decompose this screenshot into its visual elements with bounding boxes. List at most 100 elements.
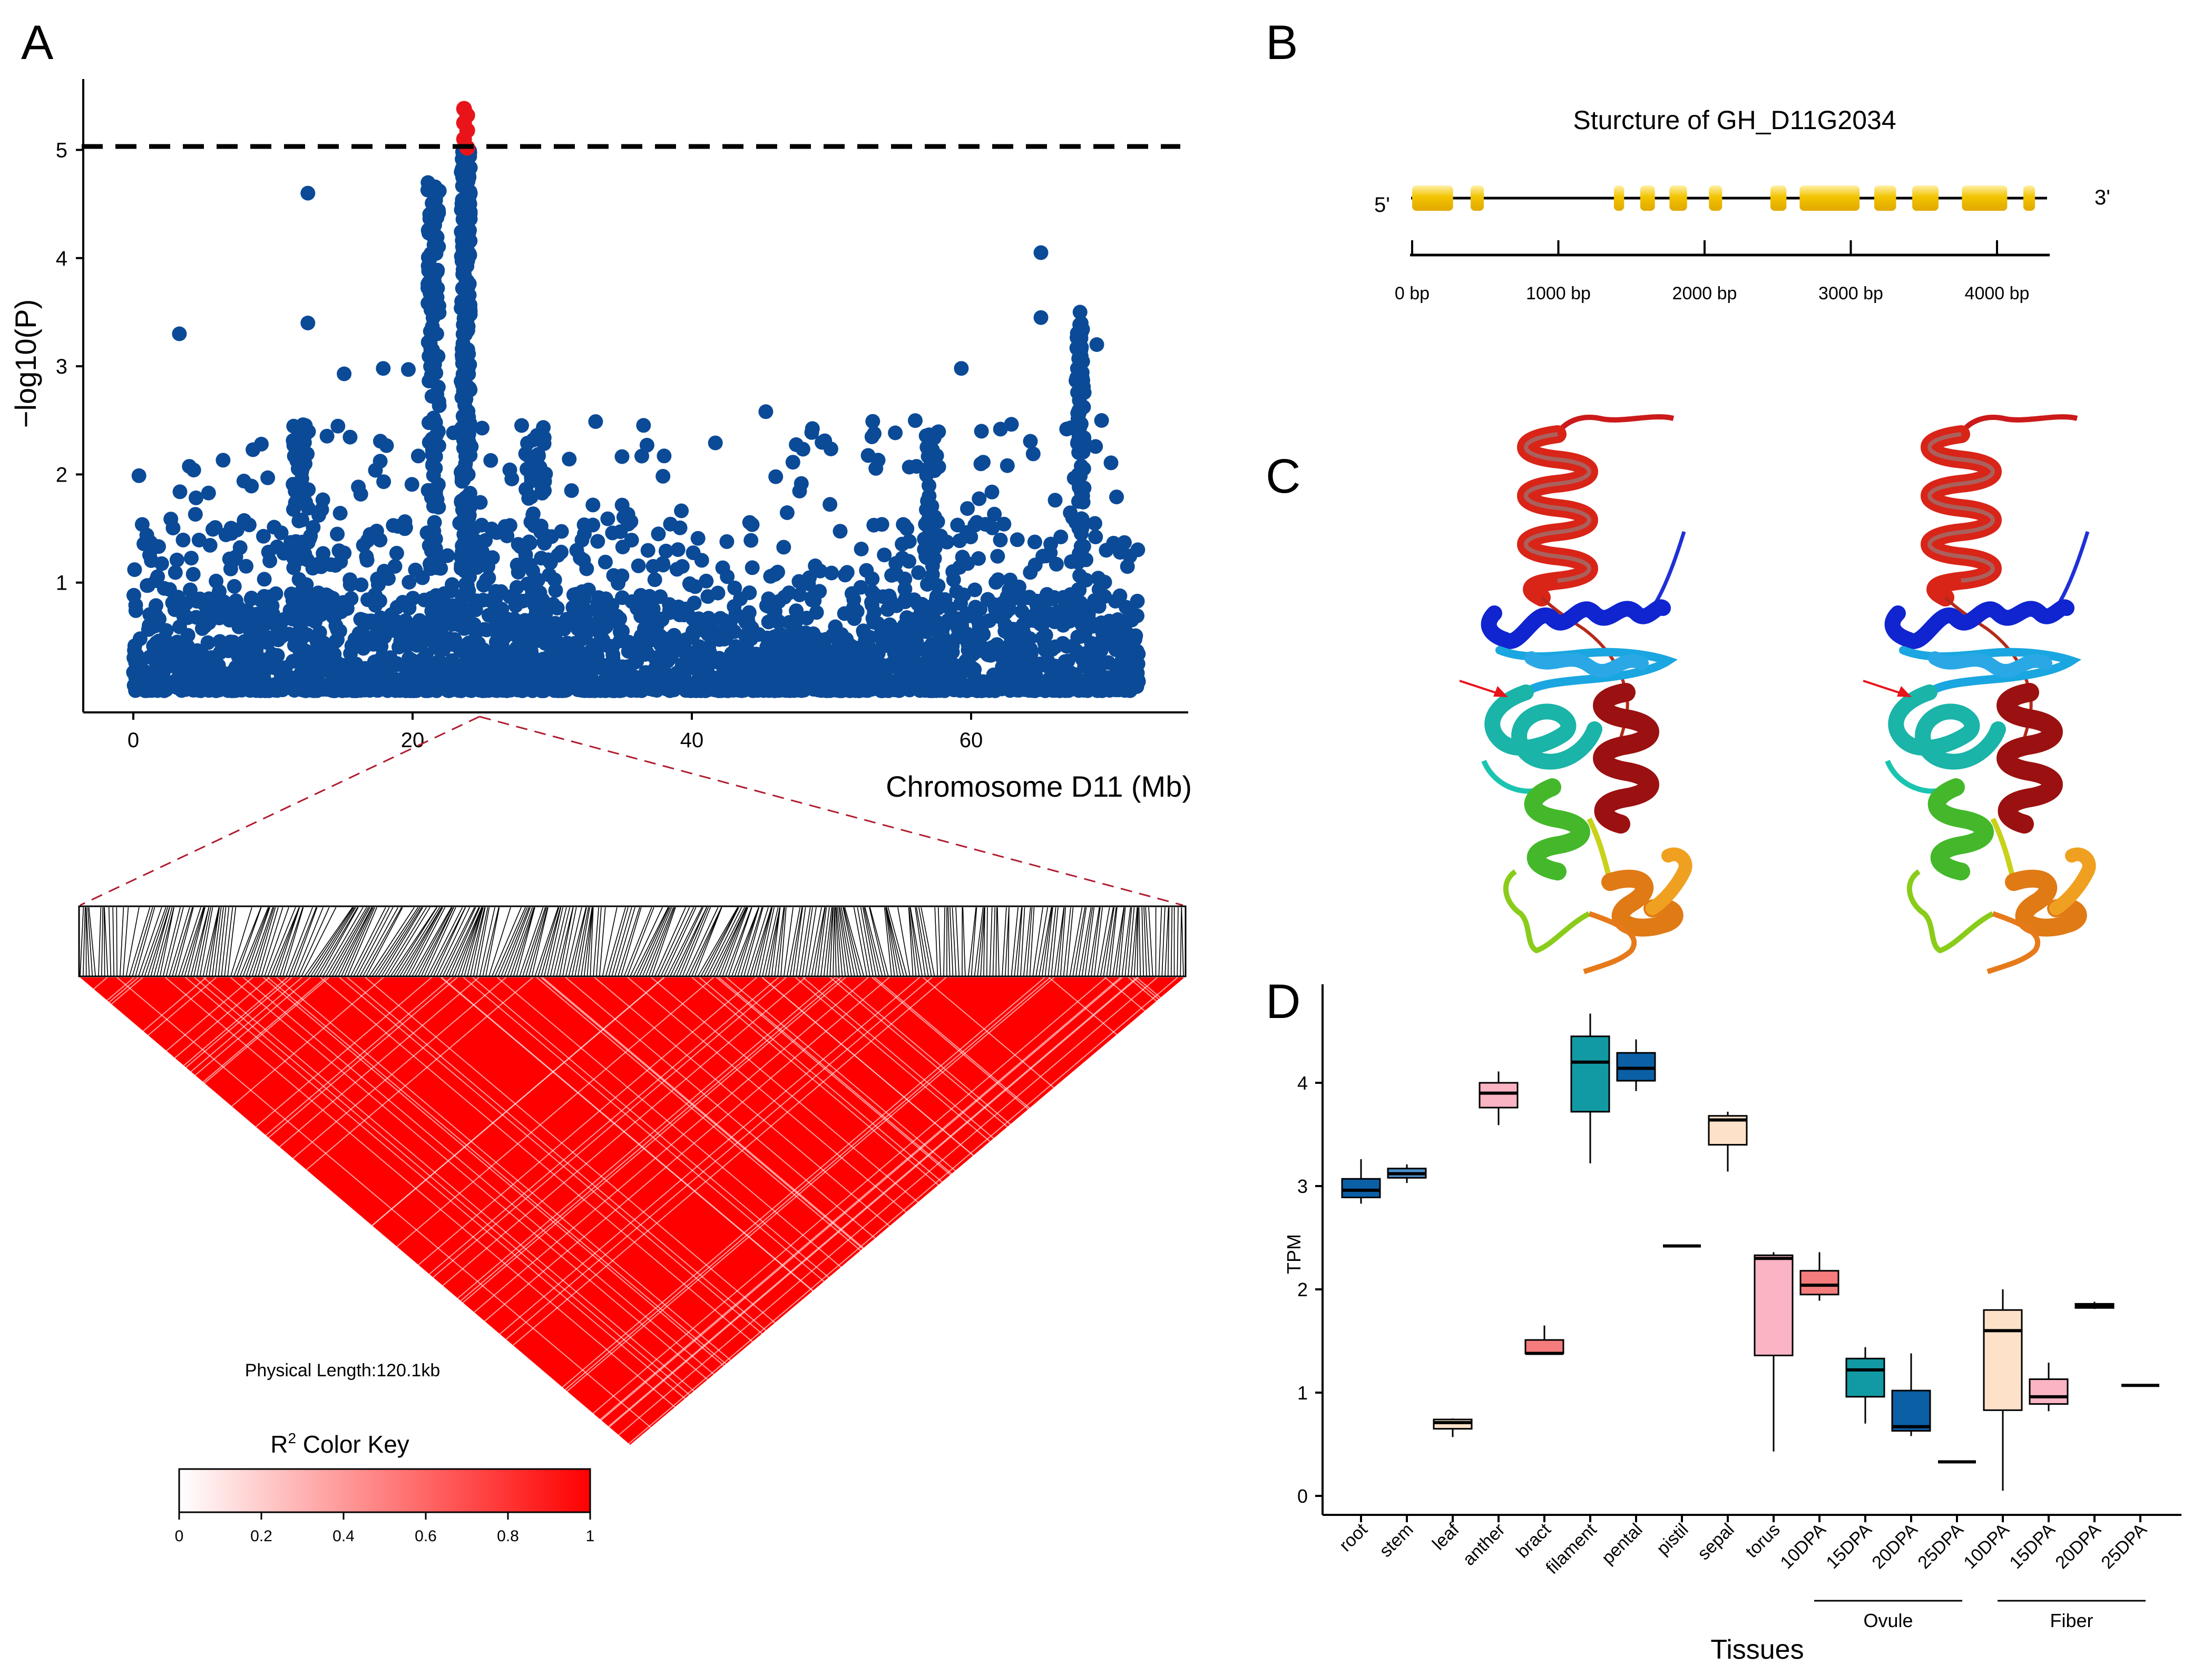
snp-connector <box>1066 907 1074 977</box>
snp-connector <box>737 907 760 977</box>
snp-point <box>1010 532 1025 547</box>
box-20DPA <box>1891 1353 1931 1436</box>
snp-connector <box>950 907 954 977</box>
ld-grid-line <box>440 977 813 1291</box>
snp-point <box>1025 446 1041 462</box>
snp-connector <box>645 907 674 977</box>
snp-point <box>887 645 902 661</box>
snp-connector-lines <box>80 907 1184 977</box>
snp-point <box>928 649 943 664</box>
snp-point <box>931 637 946 652</box>
snp-point <box>531 448 546 464</box>
manhattan-points <box>126 143 1146 698</box>
exon <box>1962 185 2008 211</box>
snp-connector <box>412 907 452 977</box>
ld-grid-line <box>371 977 665 1226</box>
snp-point <box>461 404 476 419</box>
snp-point <box>662 683 678 698</box>
color-key-title: R2 Color Key <box>270 1430 409 1458</box>
snp-point <box>420 277 436 291</box>
snp-connector <box>439 907 475 977</box>
snp-connector <box>1158 907 1162 977</box>
snp-point <box>426 557 442 572</box>
snp-connector <box>1032 907 1043 977</box>
iqr-box <box>1754 1254 1794 1356</box>
snp-point <box>1088 439 1103 454</box>
snp-connector <box>630 907 663 977</box>
snp-point <box>508 598 523 613</box>
snp-connector <box>353 907 390 977</box>
snp-connector <box>98 907 102 977</box>
snp-point <box>237 513 252 528</box>
snp-connector <box>531 907 549 977</box>
snp-point <box>186 463 201 478</box>
snp-point <box>882 591 897 606</box>
snp-point <box>477 683 493 698</box>
ld-grid-line <box>874 977 1030 1109</box>
snp-connector <box>836 907 843 977</box>
iqr-box <box>1983 1309 2023 1411</box>
snp-point <box>928 683 944 698</box>
snp-connector <box>88 907 96 977</box>
snp-point <box>984 484 1000 500</box>
snp-connector <box>909 907 920 977</box>
snp-point <box>674 503 689 518</box>
snp-connector <box>694 907 722 977</box>
snp-connector <box>507 907 533 977</box>
snp-point <box>461 467 476 482</box>
ld-grid-line <box>462 977 846 1303</box>
snp-point <box>795 442 810 457</box>
exon <box>1770 185 1787 211</box>
snp-point <box>402 575 417 590</box>
snp-point <box>590 534 605 549</box>
x-tick-label: 20DPA <box>1868 1520 1921 1573</box>
snp-point <box>300 446 315 462</box>
snp-connector <box>273 907 300 977</box>
ld-grid-lines <box>93 977 1185 1444</box>
snp-connector <box>187 907 205 977</box>
snp-connector <box>599 907 606 977</box>
ld-grid-line <box>185 977 686 1399</box>
snp-point <box>890 625 906 640</box>
snp-point <box>429 210 445 225</box>
snp-point <box>359 549 374 564</box>
ld-grid-line <box>472 977 829 1278</box>
ld-grid-line <box>111 977 143 1005</box>
snp-point <box>576 517 592 532</box>
ld-grid-line <box>183 977 288 1066</box>
y-ticks: 0 1 2 3 4 <box>1297 1072 1323 1507</box>
ld-grid-line <box>541 977 864 1249</box>
snp-point <box>426 524 442 539</box>
box-15DPA <box>2029 1363 2069 1412</box>
snp-connector <box>286 907 313 977</box>
snp-point <box>574 533 590 547</box>
snp-point <box>372 593 387 609</box>
snp-point <box>716 612 731 628</box>
snp-connector <box>1004 907 1010 977</box>
snp-point <box>527 626 542 641</box>
snp-connector <box>853 907 867 977</box>
exon <box>1912 185 1939 211</box>
snp-point <box>960 556 975 571</box>
snp-connector <box>697 907 738 977</box>
snp-connector <box>1044 907 1053 977</box>
snp-point <box>1037 657 1052 672</box>
snp-connector <box>494 907 526 977</box>
snp-point <box>1070 326 1085 341</box>
group-brackets: Ovule Fiber <box>1814 1600 2146 1631</box>
snp-connector <box>885 907 895 977</box>
snp-point <box>215 679 230 694</box>
snp-connector <box>1084 907 1095 977</box>
snp-point <box>227 579 242 594</box>
snp-point <box>895 551 910 566</box>
snp-point <box>1094 615 1109 630</box>
snp-point <box>423 341 438 357</box>
ld-heatmap: Physical Length:120.1kb R2 Color Key 0 0.… <box>78 716 1187 1545</box>
exon <box>1640 185 1655 211</box>
snp-point <box>614 497 630 513</box>
ld-grid-line <box>497 977 841 1268</box>
snp-point <box>500 528 515 544</box>
snp-connector <box>740 907 763 977</box>
snp-point <box>467 593 483 609</box>
snp-connector <box>1011 907 1019 977</box>
